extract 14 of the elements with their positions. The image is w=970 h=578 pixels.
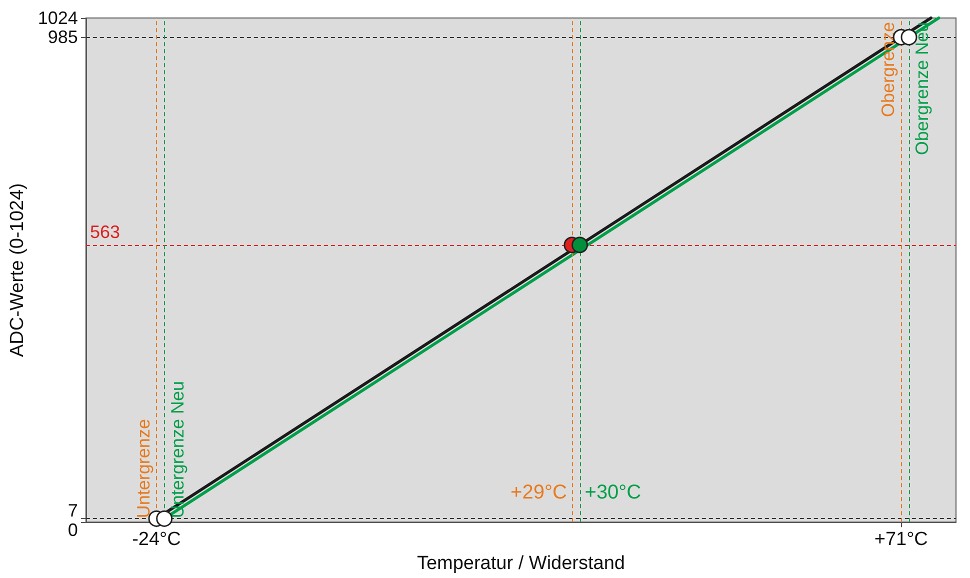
y-axis-title: ADC-Werte (0-1024): [7, 183, 28, 357]
ref-line-label: 563: [90, 222, 120, 242]
x-axis-title: Temperatur / Widerstand: [416, 553, 625, 574]
x-tick-label: -24°C: [132, 529, 181, 550]
x-tick-label: +71°C: [874, 529, 928, 550]
y-tick-label: 985: [48, 27, 78, 48]
annotation: +29°C: [510, 482, 567, 504]
y-tick-label: 7: [68, 500, 78, 521]
y-tick-label: 0: [68, 520, 78, 540]
ref-line-label: Obergrenze: [878, 22, 898, 118]
annotation: +30°C: [584, 482, 642, 504]
ref-line-label: Untergrenze: [133, 419, 154, 518]
ref-line-label: Untergrenze Neu: [167, 381, 188, 518]
y-tick-label: 1024: [38, 8, 78, 28]
